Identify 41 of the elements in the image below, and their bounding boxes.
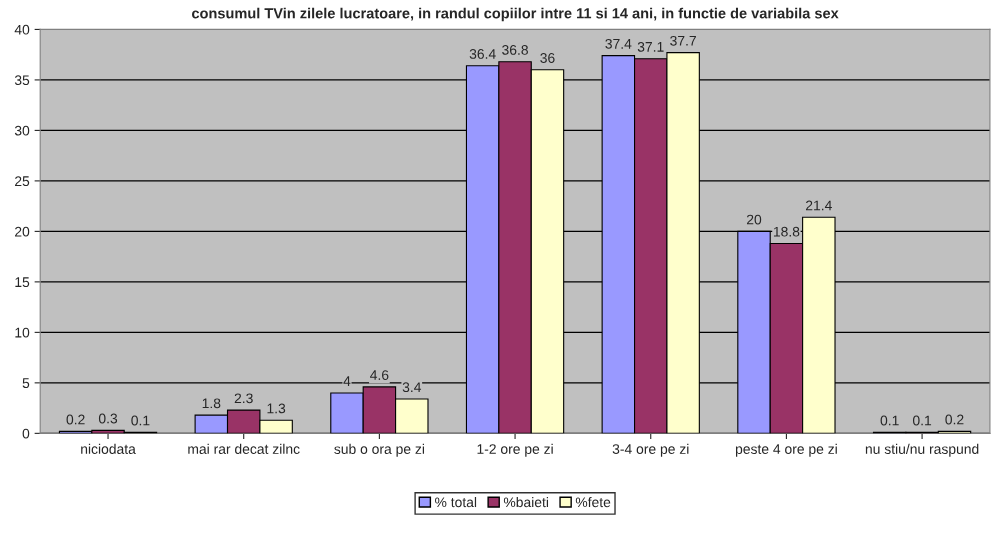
legend-label: %baieti <box>503 496 549 508</box>
x-tick-label: niciodata <box>81 443 136 454</box>
data-label: 0.2 <box>66 414 85 425</box>
data-label: 18.8 <box>773 226 800 237</box>
legend-label: %fete <box>575 496 611 508</box>
data-label: 1.8 <box>202 398 221 409</box>
y-tick-label: 0 <box>22 428 30 439</box>
data-label: 20 <box>746 214 762 225</box>
data-label: 3.4 <box>402 382 422 393</box>
x-tick-label: peste 4 ore pe zi <box>735 443 837 457</box>
data-label: 0.2 <box>945 414 964 425</box>
legend-label: % total <box>435 496 477 508</box>
data-label: 37.7 <box>670 35 696 46</box>
y-tick-label: 30 <box>14 125 30 136</box>
data-label: 37.4 <box>605 38 632 49</box>
data-label: 36.4 <box>469 49 496 59</box>
data-label: 37.1 <box>637 41 664 52</box>
data-label: 36 <box>540 53 555 63</box>
data-label: 36.8 <box>502 44 528 55</box>
y-tick-label: 25 <box>15 176 30 187</box>
x-tick-label: mai rar decat zilnc <box>188 443 300 454</box>
x-tick-label: sub o ora pe zi <box>334 443 425 457</box>
y-tick-label: 35 <box>14 75 30 86</box>
y-tick-label: 10 <box>15 327 30 338</box>
chart-title: consumul TVin zilele lucratoare, in randul copiilor intre 11 si 14 ani, in functie de variabila sex <box>192 7 839 22</box>
data-label: 1.3 <box>267 403 286 414</box>
data-label: 2.3 <box>234 393 253 404</box>
x-tick-label: 3-4 ore pe zi <box>612 443 689 457</box>
y-tick-label: 5 <box>22 378 30 389</box>
data-label: 4.6 <box>370 370 389 380</box>
data-label: 0.3 <box>98 413 118 424</box>
x-tick-label: 1-2 ore pe zi <box>477 443 553 457</box>
y-tick-label: 40 <box>14 24 30 35</box>
y-tick-label: 15 <box>15 277 30 288</box>
y-tick-label: 20 <box>15 226 30 237</box>
data-label: 0.1 <box>912 415 932 426</box>
data-label: 0.1 <box>880 415 899 426</box>
data-label: 21.4 <box>806 200 832 211</box>
data-label: 0.1 <box>131 415 150 426</box>
data-label: 4 <box>343 376 351 386</box>
x-tick-label: nu stiu/nu raspund <box>865 443 979 457</box>
